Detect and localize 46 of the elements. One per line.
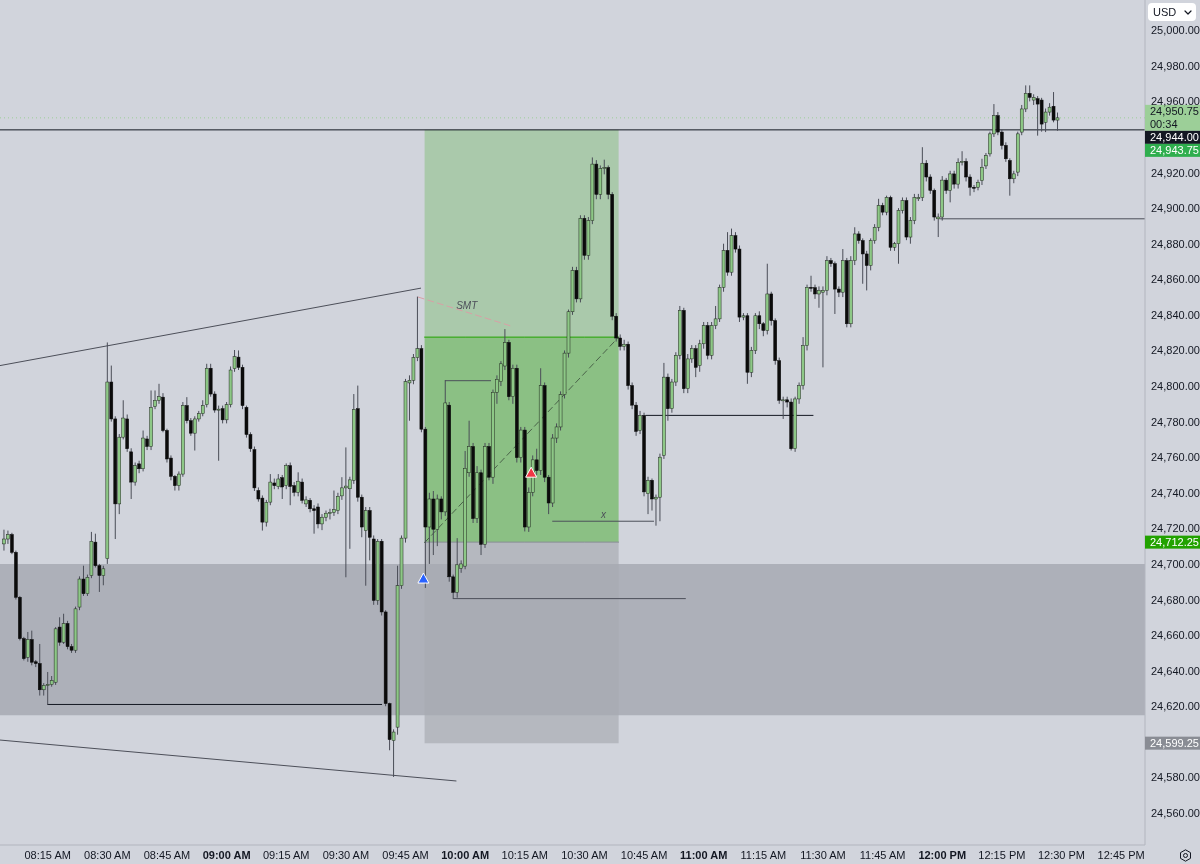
y-tick-label: 24,700.00 bbox=[1151, 557, 1200, 570]
x-tick-label: 11:45 AM bbox=[859, 849, 906, 861]
annotation: SMT bbox=[456, 300, 479, 312]
x-tick-label: 09:15 AM bbox=[263, 849, 310, 861]
x-tick-label: 09:00 AM bbox=[202, 849, 251, 861]
y-tick-label: 24,580.00 bbox=[1151, 771, 1200, 784]
x-tick-label: 11:15 AM bbox=[740, 849, 787, 861]
y-tick-label: 24,720.00 bbox=[1151, 522, 1200, 535]
y-tick-label: 24,780.00 bbox=[1151, 415, 1200, 428]
y-tick-label: 25,000.00 bbox=[1151, 24, 1200, 37]
y-tick-label: 24,860.00 bbox=[1151, 273, 1200, 286]
x-tick-label: 09:30 AM bbox=[322, 849, 370, 861]
y-tick-label: 24,660.00 bbox=[1151, 629, 1200, 642]
x-tick-label: 12:30 PM bbox=[1037, 849, 1086, 861]
x-tick-label: 09:45 AM bbox=[382, 849, 429, 861]
x-tick-label: 08:45 AM bbox=[143, 849, 191, 861]
x-tick-label: 11:30 AM bbox=[800, 849, 846, 861]
x-tick-label: 08:30 AM bbox=[84, 849, 131, 861]
x-tick-label: 10:15 AM bbox=[501, 849, 549, 861]
y-tick-label: 24,712.25 bbox=[1150, 535, 1199, 548]
y-tick-label: 24,880.00 bbox=[1151, 237, 1200, 250]
ref-line-label: 24,944.00 bbox=[1150, 130, 1199, 143]
y-tick-label: 24,760.00 bbox=[1151, 451, 1200, 464]
y-tick-label: 24,980.00 bbox=[1151, 59, 1200, 72]
y-tick-label: 24,560.00 bbox=[1151, 806, 1200, 819]
x-tick-label: 12:15 PM bbox=[978, 849, 1026, 861]
x-tick-label: 10:00 AM bbox=[441, 849, 490, 861]
y-tick-label: 24,900.00 bbox=[1151, 202, 1200, 215]
y-tick-label: 24,920.00 bbox=[1151, 166, 1200, 179]
y-tick-label: 24,800.00 bbox=[1151, 380, 1200, 393]
y-tick-label: 24,599.25 bbox=[1150, 736, 1199, 749]
x-tick-label: 08:15 AM bbox=[24, 849, 71, 861]
y-tick-label: 24,740.00 bbox=[1151, 486, 1200, 499]
annotation: x bbox=[600, 509, 608, 521]
y-tick-label: 24,640.00 bbox=[1151, 664, 1200, 677]
text: 24,943.75 bbox=[1150, 143, 1199, 156]
y-tick-label: 24,680.00 bbox=[1151, 593, 1200, 606]
x-tick-label: 10:45 AM bbox=[620, 849, 668, 861]
x-tick-label: 12:45 PM bbox=[1097, 849, 1145, 861]
y-tick-label: 24,620.00 bbox=[1151, 700, 1200, 713]
x-tick-label: 12:00 PM bbox=[918, 849, 967, 861]
y-tick-label: 24,820.00 bbox=[1151, 344, 1200, 357]
x-tick-label: 10:30 AM bbox=[561, 849, 608, 861]
y-axis-title: USD bbox=[1153, 6, 1177, 18]
x-tick-label: 11:00 AM bbox=[680, 849, 728, 861]
y-tick-label: 24,840.00 bbox=[1151, 308, 1200, 321]
